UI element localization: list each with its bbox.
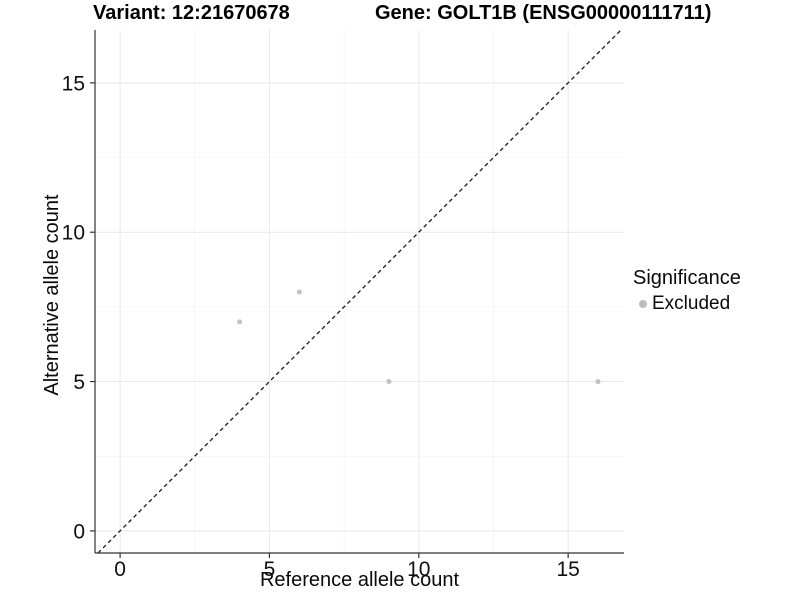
y-tick-label: 15 [62,72,85,95]
x-tick-label: 10 [407,558,430,581]
x-axis-title: Reference allele count [259,569,459,591]
x-tick-label: 15 [556,558,579,581]
legend: Significance Excluded [633,267,741,315]
y-tick-label: 0 [73,520,85,543]
x-tick-label: 0 [114,558,126,581]
data-point [237,319,243,325]
legend-key-dot-icon [639,300,647,308]
data-point [296,289,302,295]
plot-title-gene: Gene: GOLT1B (ENSG00000111711) [375,2,712,24]
legend-item-label: Excluded [652,293,731,314]
x-tick-label: 5 [264,558,276,581]
legend-item-excluded: Excluded [633,293,741,315]
plot-title-variant: Variant: 12:21670678 [93,2,290,24]
identity-dashed-line [97,29,622,554]
y-tick-label: 10 [62,222,85,245]
legend-title: Significance [633,267,741,289]
y-axis-title: Alternative allele count [41,194,63,396]
data-point [386,379,392,385]
y-tick-label: 5 [73,371,85,394]
data-point [595,379,601,385]
